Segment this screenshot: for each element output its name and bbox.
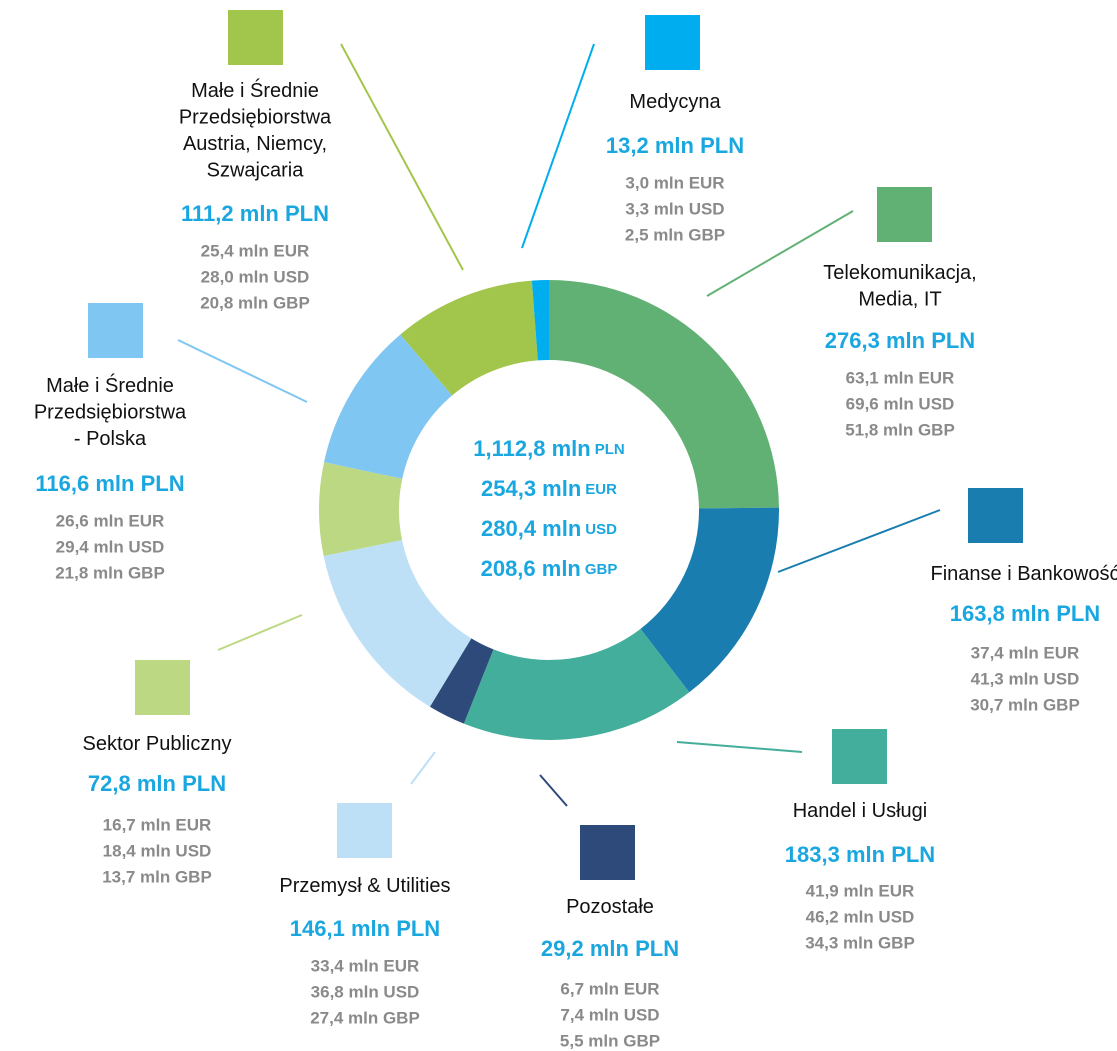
- detail-label: 28,0 mln USD: [201, 267, 310, 286]
- detail-label: 36,8 mln USD: [311, 982, 420, 1001]
- category-label: Handel i Usługi: [793, 800, 928, 822]
- detail-label: 51,8 mln GBP: [845, 420, 955, 439]
- detail-label: 29,4 mln USD: [56, 537, 165, 556]
- center-unit: PLN: [595, 441, 625, 458]
- legend-swatch: [832, 729, 887, 784]
- detail-label: 18,4 mln USD: [103, 841, 212, 860]
- center-amount: 280,4 mln: [481, 516, 581, 541]
- legend-swatch: [135, 660, 190, 715]
- leader-line: [340, 43, 464, 271]
- detail-label: 7,4 mln USD: [560, 1005, 659, 1024]
- donut-segment: [319, 462, 403, 557]
- leader-line: [521, 43, 595, 249]
- leader-line: [217, 614, 303, 651]
- detail-label: 3,3 mln USD: [625, 199, 724, 218]
- detail-label: 41,9 mln EUR: [806, 881, 915, 900]
- detail-label: 63,1 mln EUR: [846, 368, 955, 387]
- detail-label: 26,6 mln EUR: [56, 511, 165, 530]
- value-label: 146,1 mln PLN: [290, 916, 440, 941]
- value-label: 13,2 mln PLN: [606, 133, 744, 158]
- detail-label: 69,6 mln USD: [846, 394, 955, 413]
- category-label: Małe i Średnie Przedsiębiorstwa Austria, N…: [179, 78, 332, 182]
- center-amount: 208,6 mln: [481, 556, 581, 581]
- leader-line: [177, 339, 308, 403]
- detail-label: 21,8 mln GBP: [55, 563, 165, 582]
- detail-label: 30,7 mln GBP: [970, 695, 1080, 714]
- leader-line: [777, 509, 941, 573]
- center-unit: USD: [585, 521, 617, 538]
- donut-segment: [429, 638, 494, 724]
- detail-label: 16,7 mln EUR: [103, 815, 212, 834]
- detail-label: 2,5 mln GBP: [625, 225, 725, 244]
- value-label: 276,3 mln PLN: [825, 328, 975, 353]
- detail-label: 25,4 mln EUR: [201, 241, 310, 260]
- category-label: Finanse i Bankowość: [931, 563, 1117, 585]
- detail-label: 5,5 mln GBP: [560, 1031, 660, 1050]
- value-label: 29,2 mln PLN: [541, 936, 679, 961]
- legend-swatch: [228, 10, 283, 65]
- detail-label: 20,8 mln GBP: [200, 293, 310, 312]
- detail-label: 13,7 mln GBP: [102, 867, 212, 886]
- category-label: Medycyna: [629, 91, 721, 113]
- leader-line: [676, 741, 803, 753]
- donut-segment: [400, 280, 538, 396]
- center-unit: EUR: [585, 481, 617, 498]
- legend-swatch: [580, 825, 635, 880]
- detail-label: 3,0 mln EUR: [625, 173, 724, 192]
- category-label: Telekomunikacja, Media, IT: [823, 262, 976, 311]
- center-total: 1,112,8 mln PLN: [473, 436, 624, 461]
- detail-label: 33,4 mln EUR: [311, 956, 420, 975]
- center-total: 280,4 mln USD: [481, 516, 617, 541]
- center-unit: GBP: [585, 561, 618, 578]
- donut-segment: [549, 280, 779, 509]
- detail-label: 46,2 mln USD: [806, 907, 915, 926]
- legend-swatch: [645, 15, 700, 70]
- leader-line: [706, 210, 854, 297]
- donut-segment: [531, 280, 549, 361]
- center-amount: 254,3 mln: [481, 476, 581, 501]
- legend-swatch: [968, 488, 1023, 543]
- detail-label: 6,7 mln EUR: [560, 979, 659, 998]
- detail-label: 41,3 mln USD: [971, 669, 1080, 688]
- detail-label: 34,3 mln GBP: [805, 933, 915, 952]
- detail-label: 37,4 mln EUR: [971, 643, 1080, 662]
- leader-line: [539, 774, 568, 807]
- legend-swatch: [877, 187, 932, 242]
- legend-swatch: [337, 803, 392, 858]
- category-label: Przemysł & Utilities: [279, 875, 450, 897]
- category-label: Małe i Średnie Przedsiębiorstwa - Polska: [34, 373, 187, 450]
- center-total: 208,6 mln GBP: [481, 556, 618, 581]
- value-label: 183,3 mln PLN: [785, 842, 935, 867]
- center-total: 254,3 mln EUR: [481, 476, 617, 501]
- donut-segment: [323, 540, 472, 707]
- legend-swatch: [88, 303, 143, 358]
- value-label: 163,8 mln PLN: [950, 601, 1100, 626]
- donut-segment: [324, 334, 453, 479]
- category-label: Pozostałe: [566, 896, 654, 918]
- detail-label: 27,4 mln GBP: [310, 1008, 420, 1027]
- value-label: 72,8 mln PLN: [88, 771, 226, 796]
- donut-segment: [640, 507, 779, 693]
- donut-segment: [463, 628, 690, 741]
- leader-line: [410, 751, 436, 785]
- center-amount: 1,112,8 mln: [473, 436, 590, 461]
- value-label: 116,6 mln PLN: [35, 471, 184, 496]
- value-label: 111,2 mln PLN: [181, 201, 329, 226]
- category-label: Sektor Publiczny: [83, 733, 232, 755]
